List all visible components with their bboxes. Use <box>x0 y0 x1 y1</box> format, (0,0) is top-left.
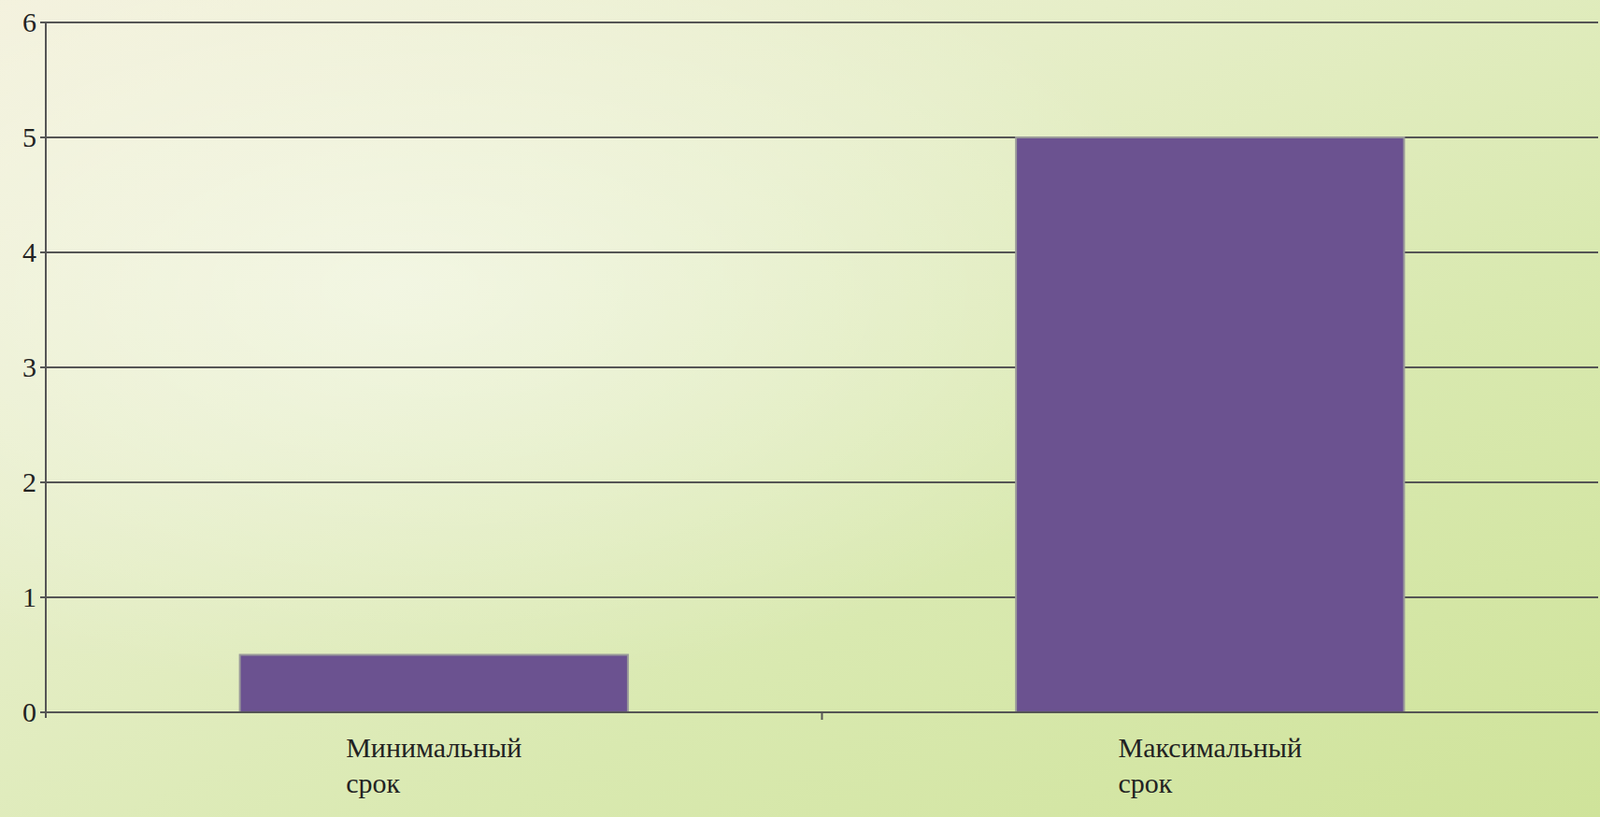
bar <box>1015 137 1404 713</box>
y-tick-label: 3 <box>22 351 37 383</box>
y-axis <box>44 22 47 718</box>
background-glow <box>0 0 1600 817</box>
chart: 0 1 2 3 4 5 6 Минимальныйсрок Максимальныйсрок <box>0 0 1600 817</box>
y-tick-label: 4 <box>22 236 37 268</box>
y-tick-label: 2 <box>22 466 37 498</box>
bars <box>240 137 1405 713</box>
x-tick <box>821 712 824 720</box>
background <box>0 0 1600 817</box>
bar <box>240 655 629 714</box>
grid-line <box>45 21 1599 24</box>
y-tick-label: 5 <box>22 121 37 153</box>
y-tick-label: 1 <box>22 581 37 613</box>
x-tick-label: Минимальныйсрок <box>345 731 522 799</box>
x-tick-label: Максимальныйсрок <box>1118 731 1302 799</box>
y-tick-label: 0 <box>22 696 37 728</box>
y-tick-label: 6 <box>22 6 37 38</box>
